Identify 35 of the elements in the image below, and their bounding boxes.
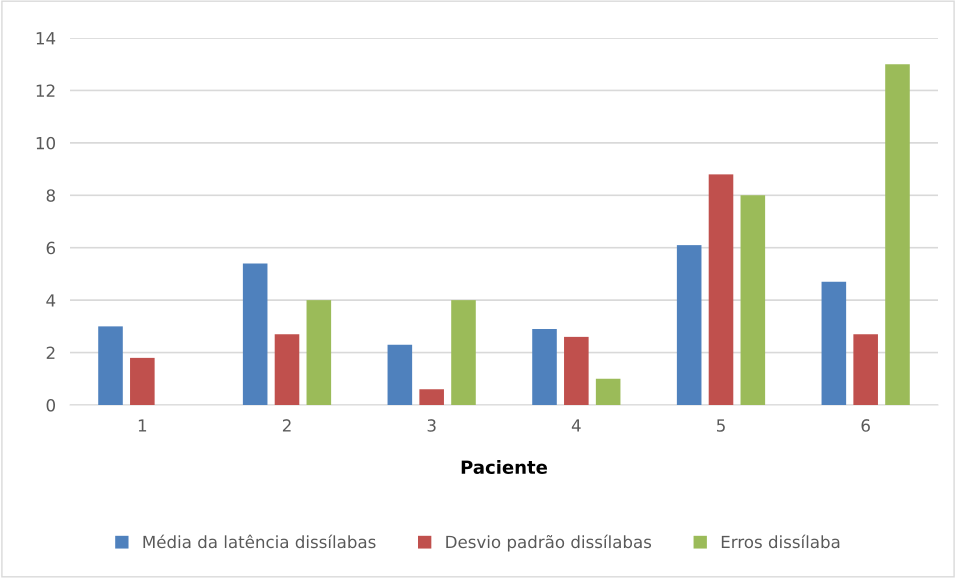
bar <box>274 334 300 405</box>
bar <box>388 344 412 405</box>
bar <box>596 378 620 405</box>
bar <box>419 389 444 405</box>
y-tick-label: 10 <box>36 136 56 150</box>
legend-label: Média da latência dissílabas <box>143 534 376 548</box>
bar <box>532 328 557 405</box>
x-tick-label: 2 <box>282 419 291 432</box>
bar <box>451 300 476 405</box>
y-tick-label: 12 <box>36 84 54 97</box>
x-tick-label: 5 <box>716 419 725 432</box>
y-tick-label: 2 <box>46 346 54 359</box>
legend-label: Desvio padrão dissílabas <box>446 534 652 552</box>
y-tick-label: 14 <box>36 32 56 44</box>
x-tick-label: 4 <box>572 419 581 432</box>
x-tick-label: 1 <box>138 419 146 432</box>
x-tick-label: 3 <box>428 419 436 432</box>
bar <box>740 195 766 405</box>
legend-label: Erros dissílaba <box>722 534 840 548</box>
y-tick-label: 0 <box>46 398 56 412</box>
y-tick-label: 4 <box>46 294 56 306</box>
bar <box>130 358 155 405</box>
bar <box>853 334 878 405</box>
x-tick-label: 6 <box>862 419 870 432</box>
bar <box>676 245 702 405</box>
x-axis-title: Paciente <box>462 460 548 474</box>
bar <box>822 282 846 405</box>
bar <box>708 174 734 405</box>
y-tick-label: 6 <box>46 242 56 254</box>
bar <box>242 263 268 405</box>
y-tick-label: 8 <box>46 189 55 202</box>
bar <box>98 326 123 405</box>
bar <box>564 336 589 405</box>
bar <box>885 64 910 405</box>
bar <box>306 300 332 405</box>
